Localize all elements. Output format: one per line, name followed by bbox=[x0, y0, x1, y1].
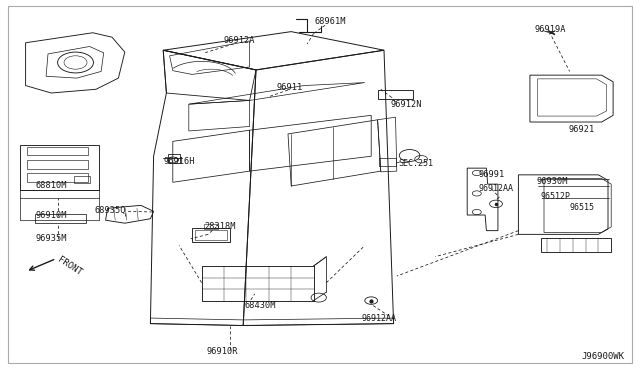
Bar bbox=[195, 230, 227, 240]
Text: 96512P: 96512P bbox=[541, 192, 571, 201]
Bar bbox=[27, 147, 88, 155]
Bar bbox=[378, 90, 413, 99]
Text: SEC.251: SEC.251 bbox=[398, 159, 433, 168]
Text: 96930M: 96930M bbox=[536, 177, 568, 186]
Bar bbox=[541, 238, 611, 252]
Bar bbox=[168, 154, 180, 163]
Bar bbox=[27, 173, 88, 182]
Text: 96991: 96991 bbox=[479, 170, 505, 179]
Bar bbox=[192, 228, 230, 242]
Text: 68935Q: 68935Q bbox=[95, 206, 126, 215]
Text: 96912AA: 96912AA bbox=[479, 184, 514, 193]
Text: 96515: 96515 bbox=[570, 203, 595, 212]
Text: 68961M: 68961M bbox=[315, 17, 346, 26]
Text: 28318M: 28318M bbox=[205, 222, 236, 231]
Text: 96921: 96921 bbox=[568, 125, 595, 134]
Text: 96916H: 96916H bbox=[163, 157, 195, 166]
Text: 96912A: 96912A bbox=[224, 36, 255, 45]
Text: J96900WK: J96900WK bbox=[581, 352, 624, 361]
Text: 68430M: 68430M bbox=[244, 301, 276, 310]
Text: FRONT: FRONT bbox=[56, 255, 84, 277]
Bar bbox=[35, 214, 86, 223]
Bar bbox=[204, 224, 218, 229]
Text: 96935M: 96935M bbox=[35, 234, 67, 243]
Text: 96911: 96911 bbox=[276, 83, 303, 92]
Text: 68810M: 68810M bbox=[35, 181, 67, 190]
Text: 96910M: 96910M bbox=[35, 211, 67, 219]
Text: 96910R: 96910R bbox=[206, 347, 237, 356]
Text: 96919A: 96919A bbox=[534, 25, 566, 34]
Bar bbox=[74, 176, 90, 183]
Text: 96912AA: 96912AA bbox=[362, 314, 397, 323]
Bar bbox=[27, 160, 88, 169]
Text: 96912N: 96912N bbox=[390, 100, 422, 109]
